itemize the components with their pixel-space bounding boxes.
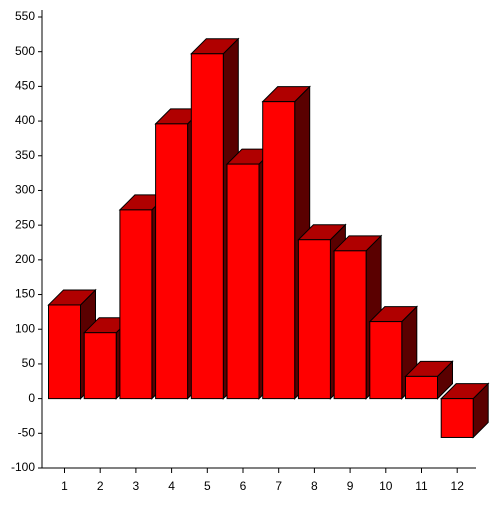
y-tick-label: 100 bbox=[15, 321, 35, 335]
y-tick-label: 250 bbox=[15, 217, 35, 231]
x-tick-label: 7 bbox=[275, 479, 282, 493]
y-tick-label: 350 bbox=[15, 148, 35, 162]
x-tick-label: 3 bbox=[133, 479, 140, 493]
bar bbox=[226, 163, 260, 400]
x-tick-label: 8 bbox=[311, 479, 318, 493]
x-tick-label: 10 bbox=[379, 479, 393, 493]
x-tick-label: 9 bbox=[347, 479, 354, 493]
y-tick-label: 550 bbox=[15, 9, 35, 23]
x-tick-label: 2 bbox=[97, 479, 104, 493]
y-tick-label: -50 bbox=[18, 425, 36, 439]
x-tick-label: 12 bbox=[451, 479, 465, 493]
x-tick-label: 5 bbox=[204, 479, 211, 493]
y-tick-label: -100 bbox=[11, 460, 35, 474]
y-tick-label: 150 bbox=[15, 287, 35, 301]
bar bbox=[262, 101, 296, 400]
bar bbox=[297, 239, 331, 400]
y-tick-label: 300 bbox=[15, 183, 35, 197]
y-tick-label: 50 bbox=[22, 356, 36, 370]
bar bbox=[333, 250, 367, 400]
y-tick-label: 450 bbox=[15, 79, 35, 93]
x-tick-label: 4 bbox=[168, 479, 175, 493]
bar bbox=[48, 304, 81, 400]
y-tick-label: 0 bbox=[28, 391, 35, 405]
bar bbox=[190, 53, 224, 400]
y-tick-label: 500 bbox=[15, 44, 35, 58]
bar bbox=[405, 375, 438, 400]
bar bbox=[119, 209, 153, 400]
y-tick-label: 200 bbox=[15, 252, 35, 266]
x-tick-label: 6 bbox=[240, 479, 247, 493]
bar bbox=[155, 123, 189, 400]
bar bbox=[440, 398, 474, 438]
x-tick-label: 1 bbox=[61, 479, 68, 493]
y-tick-label: 400 bbox=[15, 113, 35, 127]
x-tick-label: 11 bbox=[415, 479, 428, 493]
bar bbox=[369, 321, 403, 400]
bar bbox=[83, 332, 117, 400]
